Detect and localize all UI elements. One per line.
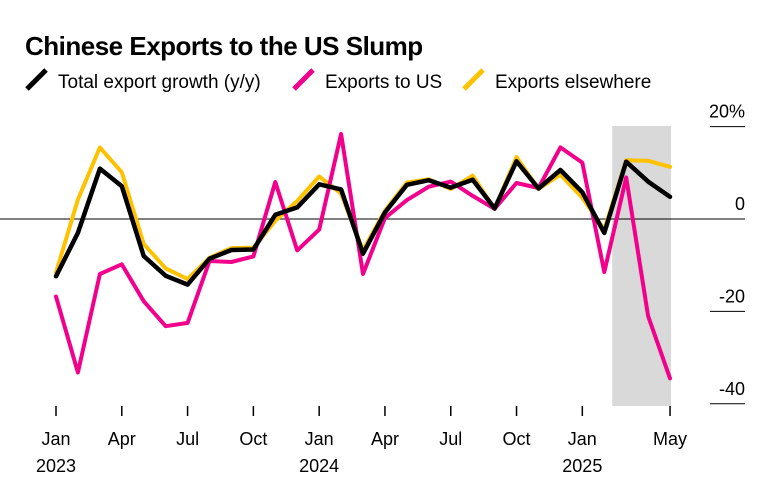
x-year-label: 2025 — [562, 456, 602, 476]
chart-title: Chinese Exports to the US Slump — [25, 31, 423, 61]
y-tick-label: 20% — [709, 102, 745, 122]
x-tick-label: Oct — [239, 429, 267, 449]
x-tick-label: Apr — [371, 429, 399, 449]
x-tick-label: Jan — [41, 429, 70, 449]
y-tick-label: -40 — [719, 379, 745, 399]
series-line-total — [53, 159, 673, 287]
x-tick-label: Oct — [503, 429, 531, 449]
x-axis: Jan 2023 Apr Jul Oct Jan 2024 Apr Jul Oct Jan 2025 M… — [36, 406, 687, 476]
x-tick-label: May — [653, 429, 687, 449]
legend-label-us: Exports to US — [325, 72, 442, 93]
y-tick-label: -20 — [719, 286, 745, 306]
y-tick-label: 0 — [735, 194, 745, 214]
y-axis: 20% 0 -20 -40 — [709, 102, 745, 405]
x-tick-label: Apr — [108, 429, 136, 449]
x-tick-label: Jul — [176, 429, 199, 449]
x-tick-label: Jul — [439, 429, 462, 449]
series-layer — [53, 132, 673, 381]
legend-swatch-elsewhere — [462, 68, 485, 91]
legend-label-total: Total export growth (y/y) — [58, 72, 261, 93]
legend-label-elsewhere: Exports elsewhere — [495, 72, 651, 93]
legend: Total export growth (y/y) Exports to US … — [25, 68, 651, 93]
x-tick-label: Jan — [305, 429, 334, 449]
x-year-label: 2023 — [36, 456, 76, 476]
series-line-us — [54, 132, 672, 381]
x-tick-label: Jan — [568, 429, 597, 449]
legend-swatch-total — [25, 68, 48, 91]
legend-swatch-us — [292, 68, 315, 91]
x-year-label: 2024 — [299, 456, 339, 476]
